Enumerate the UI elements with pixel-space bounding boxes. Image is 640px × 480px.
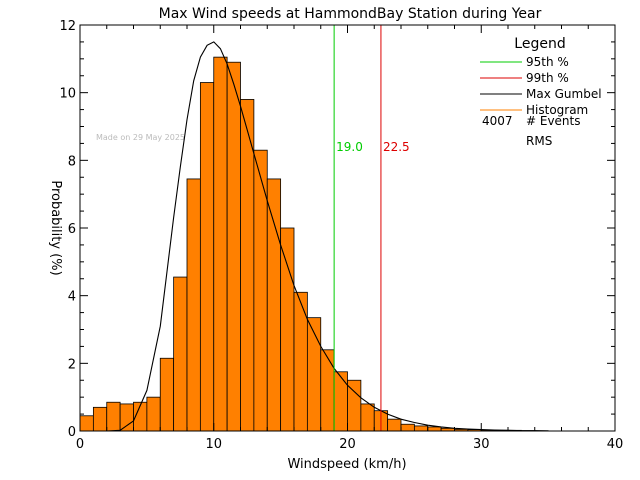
histogram-bar [240,99,255,432]
gumbel-curve-layer [80,41,549,432]
percentile-99-label: 22.5 [383,140,410,154]
legend-label-histogram: Histogram [526,103,588,117]
legend-events-label: # Events [526,114,581,128]
histogram-bar [79,415,94,432]
x-axis-label: Windspeed (km/h) [287,457,406,472]
histogram-bar [119,403,134,432]
legend-events-count: 4007 [482,114,513,128]
y-axis-label: Probability (%) [48,180,63,275]
histogram-bar [173,276,188,432]
y-tick-label: 0 [68,425,76,440]
percentile-95-label: 19.0 [336,140,363,154]
histogram-bar [213,56,228,432]
x-tick-label: 10 [205,437,222,452]
histogram-bar [333,371,348,432]
legend: Legend 95th % 99th % Max Gumbel Histogra… [480,36,602,148]
y-tick-label: 12 [59,19,76,34]
histogram-bar [400,423,415,432]
legend-rms-label: RMS [526,134,552,148]
x-tick-label: 20 [339,437,356,452]
histogram-bar [92,406,108,432]
histogram-bar [146,396,161,432]
histogram-bar [199,82,215,432]
histogram-bar [387,418,402,432]
x-tick-label: 0 [76,437,84,452]
y-tick-label: 4 [68,290,76,305]
watermark: Made on 29 May 2025 [96,133,185,142]
histogram-bar [226,61,241,432]
legend-label-gumbel: Max Gumbel [526,87,602,101]
histogram-bar [306,317,322,432]
legend-label-95th: 95th % [526,55,569,69]
axes: 0 10 20 30 40 0 2 4 6 8 10 12 [59,19,623,452]
histogram-bar [106,401,121,432]
x-tick-label: 30 [473,437,490,452]
y-tick-label: 8 [68,154,76,169]
histogram-bar [186,178,201,432]
y-tick-label: 6 [68,222,76,237]
chart-title: Max Wind speeds at HammondBay Station du… [159,6,542,22]
histogram-bar [427,426,442,432]
legend-label-99th: 99th % [526,71,569,85]
histogram-bar [280,227,295,432]
gumbel-curve [80,41,549,432]
histogram-bar [159,357,175,432]
histogram-bar [320,349,335,432]
legend-title: Legend [514,36,565,52]
y-tick-label: 2 [68,357,76,372]
histogram-bar [413,425,429,432]
percentile-lines: 19.0 22.5 [333,25,410,431]
histogram-bar [266,178,282,432]
histogram-bar [360,403,375,432]
x-tick-label: 40 [607,437,624,452]
y-tick-label: 10 [59,87,76,102]
